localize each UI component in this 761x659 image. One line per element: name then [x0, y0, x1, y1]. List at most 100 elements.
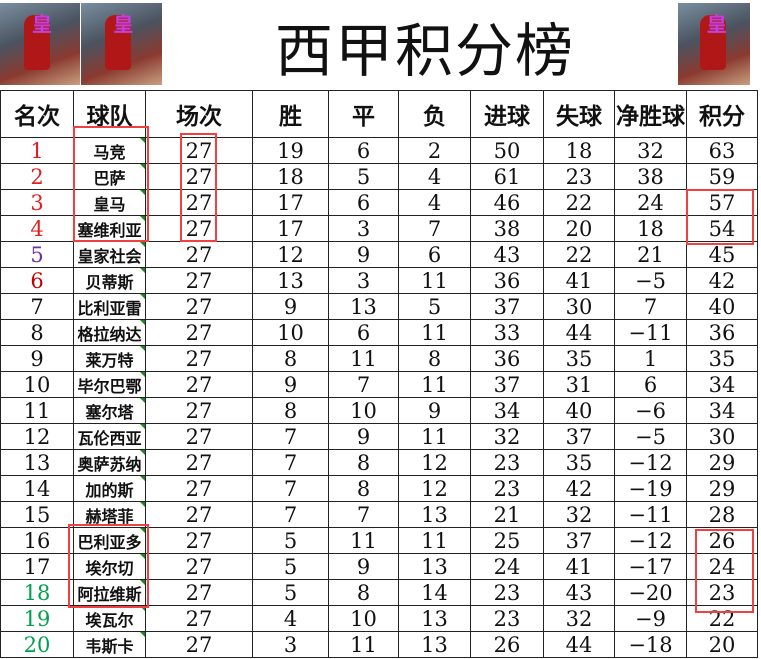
- lost-cell[interactable]: 8: [398, 345, 471, 372]
- drawn-cell[interactable]: 11: [328, 527, 399, 554]
- team-cell[interactable]: 奥萨苏纳: [73, 449, 146, 476]
- goals-for-cell[interactable]: 23: [470, 475, 544, 502]
- goal-diff-cell[interactable]: 21: [614, 241, 687, 268]
- points-cell[interactable]: 26: [686, 527, 758, 554]
- rank-cell[interactable]: 7: [0, 293, 74, 320]
- rank-cell[interactable]: 4: [0, 215, 74, 242]
- goals-for-cell[interactable]: 50: [470, 137, 544, 164]
- won-cell[interactable]: 8: [252, 345, 329, 372]
- lost-cell[interactable]: 11: [398, 527, 471, 554]
- goal-diff-cell[interactable]: −12: [614, 449, 687, 476]
- rank-cell[interactable]: 16: [0, 527, 74, 554]
- goals-against-cell[interactable]: 37: [543, 423, 615, 450]
- won-cell[interactable]: 17: [252, 189, 329, 216]
- drawn-cell[interactable]: 3: [328, 215, 399, 242]
- points-cell[interactable]: 20: [686, 631, 758, 658]
- goals-for-cell[interactable]: 37: [470, 293, 544, 320]
- goals-for-cell[interactable]: 61: [470, 163, 544, 190]
- goal-diff-cell[interactable]: −12: [614, 527, 687, 554]
- won-cell[interactable]: 7: [252, 475, 329, 502]
- goal-diff-cell[interactable]: 7: [614, 293, 687, 320]
- goal-diff-cell[interactable]: −17: [614, 553, 687, 580]
- goal-diff-cell[interactable]: 38: [614, 163, 687, 190]
- team-cell[interactable]: 塞尔塔: [73, 397, 146, 424]
- goals-against-cell[interactable]: 23: [543, 163, 615, 190]
- goals-against-cell[interactable]: 40: [543, 397, 615, 424]
- goals-for-cell[interactable]: 43: [470, 241, 544, 268]
- goals-for-cell[interactable]: 21: [470, 501, 544, 528]
- goal-diff-cell[interactable]: −9: [614, 605, 687, 632]
- lost-cell[interactable]: 14: [398, 579, 471, 606]
- goals-against-cell[interactable]: 20: [543, 215, 615, 242]
- won-cell[interactable]: 10: [252, 319, 329, 346]
- team-cell[interactable]: 埃尔切: [73, 553, 146, 580]
- goals-for-cell[interactable]: 24: [470, 553, 544, 580]
- goals-for-cell[interactable]: 38: [470, 215, 544, 242]
- team-cell[interactable]: 韦斯卡: [73, 631, 146, 658]
- goal-diff-cell[interactable]: −5: [614, 267, 687, 294]
- points-cell[interactable]: 30: [686, 423, 758, 450]
- points-cell[interactable]: 23: [686, 579, 758, 606]
- goals-against-cell[interactable]: 22: [543, 241, 615, 268]
- played-cell[interactable]: 27: [145, 475, 253, 502]
- drawn-cell[interactable]: 9: [328, 423, 399, 450]
- team-cell[interactable]: 贝蒂斯: [73, 267, 146, 294]
- team-cell[interactable]: 皇马: [73, 189, 146, 216]
- won-cell[interactable]: 19: [252, 137, 329, 164]
- points-cell[interactable]: 42: [686, 267, 758, 294]
- goals-for-cell[interactable]: 36: [470, 267, 544, 294]
- lost-cell[interactable]: 13: [398, 553, 471, 580]
- goals-for-cell[interactable]: 46: [470, 189, 544, 216]
- lost-cell[interactable]: 7: [398, 215, 471, 242]
- played-cell[interactable]: 27: [145, 449, 253, 476]
- goal-diff-cell[interactable]: −5: [614, 423, 687, 450]
- goals-for-cell[interactable]: 23: [470, 449, 544, 476]
- won-cell[interactable]: 4: [252, 605, 329, 632]
- played-cell[interactable]: 27: [145, 345, 253, 372]
- team-cell[interactable]: 皇家社会: [73, 241, 146, 268]
- goals-against-cell[interactable]: 43: [543, 579, 615, 606]
- lost-cell[interactable]: 11: [398, 267, 471, 294]
- lost-cell[interactable]: 11: [398, 371, 471, 398]
- goals-for-cell[interactable]: 23: [470, 605, 544, 632]
- played-cell[interactable]: 27: [145, 579, 253, 606]
- goal-diff-cell[interactable]: −11: [614, 501, 687, 528]
- rank-cell[interactable]: 11: [0, 397, 74, 424]
- won-cell[interactable]: 8: [252, 397, 329, 424]
- played-cell[interactable]: 27: [145, 423, 253, 450]
- played-cell[interactable]: 27: [145, 553, 253, 580]
- rank-cell[interactable]: 15: [0, 501, 74, 528]
- won-cell[interactable]: 18: [252, 163, 329, 190]
- played-cell[interactable]: 27: [145, 215, 253, 242]
- played-cell[interactable]: 27: [145, 293, 253, 320]
- rank-cell[interactable]: 17: [0, 553, 74, 580]
- team-cell[interactable]: 巴利亚多: [73, 527, 146, 554]
- goal-diff-cell[interactable]: 24: [614, 189, 687, 216]
- played-cell[interactable]: 27: [145, 319, 253, 346]
- points-cell[interactable]: 28: [686, 501, 758, 528]
- won-cell[interactable]: 17: [252, 215, 329, 242]
- goal-diff-cell[interactable]: 6: [614, 371, 687, 398]
- team-cell[interactable]: 莱万特: [73, 345, 146, 372]
- goals-against-cell[interactable]: 44: [543, 319, 615, 346]
- lost-cell[interactable]: 11: [398, 423, 471, 450]
- team-cell[interactable]: 阿拉维斯: [73, 579, 146, 606]
- rank-cell[interactable]: 10: [0, 371, 74, 398]
- drawn-cell[interactable]: 8: [328, 579, 399, 606]
- points-cell[interactable]: 59: [686, 163, 758, 190]
- goals-for-cell[interactable]: 32: [470, 423, 544, 450]
- team-cell[interactable]: 赫塔菲: [73, 501, 146, 528]
- drawn-cell[interactable]: 10: [328, 397, 399, 424]
- team-cell[interactable]: 瓦伦西亚: [73, 423, 146, 450]
- played-cell[interactable]: 27: [145, 527, 253, 554]
- rank-cell[interactable]: 8: [0, 319, 74, 346]
- drawn-cell[interactable]: 9: [328, 553, 399, 580]
- won-cell[interactable]: 7: [252, 423, 329, 450]
- rank-cell[interactable]: 6: [0, 267, 74, 294]
- points-cell[interactable]: 22: [686, 605, 758, 632]
- drawn-cell[interactable]: 10: [328, 605, 399, 632]
- rank-cell[interactable]: 18: [0, 579, 74, 606]
- drawn-cell[interactable]: 8: [328, 475, 399, 502]
- won-cell[interactable]: 9: [252, 371, 329, 398]
- played-cell[interactable]: 27: [145, 137, 253, 164]
